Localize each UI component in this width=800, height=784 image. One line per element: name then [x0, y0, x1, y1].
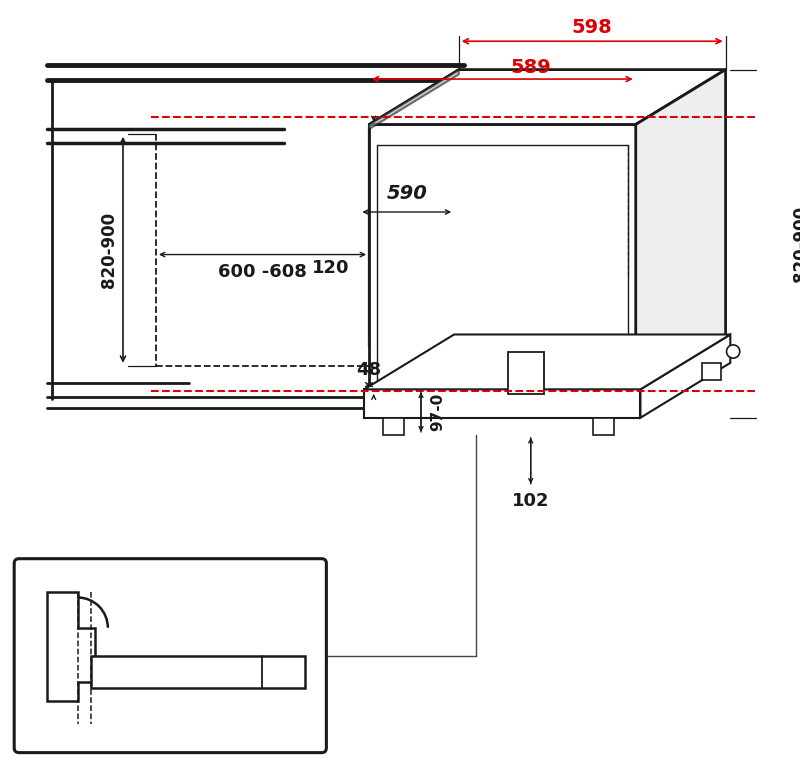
Polygon shape	[641, 335, 730, 418]
Polygon shape	[702, 363, 721, 380]
Text: 600 -608: 600 -608	[218, 263, 307, 281]
Bar	[364, 390, 641, 418]
Polygon shape	[369, 70, 726, 125]
Text: 820-900: 820-900	[100, 212, 118, 288]
Polygon shape	[364, 335, 730, 390]
Text: 120: 120	[312, 260, 350, 278]
Polygon shape	[636, 70, 726, 390]
Text: 598: 598	[572, 17, 613, 37]
Circle shape	[726, 345, 740, 358]
Text: 589: 589	[510, 58, 551, 77]
Polygon shape	[47, 592, 94, 701]
Bar	[383, 418, 404, 435]
Bar	[369, 125, 636, 390]
Bar	[593, 418, 614, 435]
Bar	[508, 351, 544, 394]
FancyBboxPatch shape	[14, 559, 326, 753]
Text: 572.5: 572.5	[170, 613, 226, 631]
Text: 97-0: 97-0	[430, 393, 446, 431]
Polygon shape	[369, 70, 459, 347]
Text: 590: 590	[386, 183, 427, 202]
Bar	[91, 656, 305, 688]
Text: 102: 102	[512, 492, 550, 510]
Text: 820-900: 820-900	[792, 205, 800, 281]
Text: 48: 48	[356, 361, 382, 379]
